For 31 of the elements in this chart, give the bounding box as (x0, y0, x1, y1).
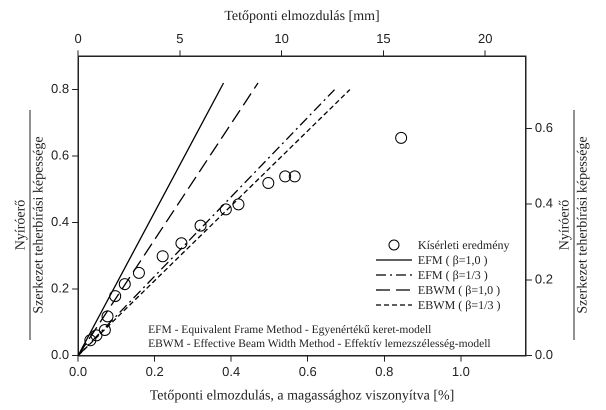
x2-tick-label: 20 (478, 31, 492, 46)
x2-tick-label: 10 (274, 31, 289, 46)
x-tick-label: 0.6 (298, 364, 317, 379)
x-tick-label: 0.0 (69, 364, 88, 379)
legend-label: EBWM ( β=1/3 ) (418, 298, 500, 313)
x-tick-label: 1.0 (452, 364, 470, 379)
x-tick-label: 0.4 (222, 364, 240, 379)
y2-tick-label: 0.4 (534, 196, 554, 211)
y-tick-label: 0.8 (50, 81, 70, 96)
annotation: EFM - Equivalent Frame Method - Egyenértékű keret-modell (148, 322, 432, 337)
y2-tick-label: 0.2 (534, 271, 554, 286)
y2-axis-title: Nyíróerő Szerkezet teherbírási képessége (556, 135, 590, 316)
y-axis-title: Nyíróerő Szerkezet teherbírási képessége (12, 135, 46, 316)
y-tick-label: 0.2 (50, 280, 70, 296)
y-tick-label: 0.0 (50, 347, 70, 362)
x2-tick-label: 0 (74, 31, 82, 46)
annotation: EBWM - Effective Beam Width Method - Effektív lemezszélesség-modell (148, 336, 491, 351)
x-tick-label: 0.8 (375, 364, 394, 379)
x2-axis-title: Tetőponti elmozdulás [mm] (224, 9, 380, 24)
y2-tick-label: 0.6 (534, 120, 554, 135)
x-axis-title: Tetőponti elmozdulás, a magassághoz viszonyítva [%] (150, 388, 454, 404)
legend-label: EFM ( β=1/3 ) (418, 268, 488, 283)
legend-label: EBWM ( β=1,0 ) (418, 282, 500, 298)
y-tick-label: 0.4 (50, 214, 70, 230)
x2-tick-label: 5 (176, 31, 184, 46)
x2-tick-label: 15 (376, 31, 391, 46)
x-tick-label: 0.2 (146, 364, 164, 379)
legend-label: Kísérleti eredmény (418, 238, 510, 253)
legend-label: EFM ( β=1,0 ) (418, 252, 488, 268)
y2-tick-label: 0.0 (534, 347, 554, 362)
y-tick-label: 0.6 (50, 148, 70, 163)
